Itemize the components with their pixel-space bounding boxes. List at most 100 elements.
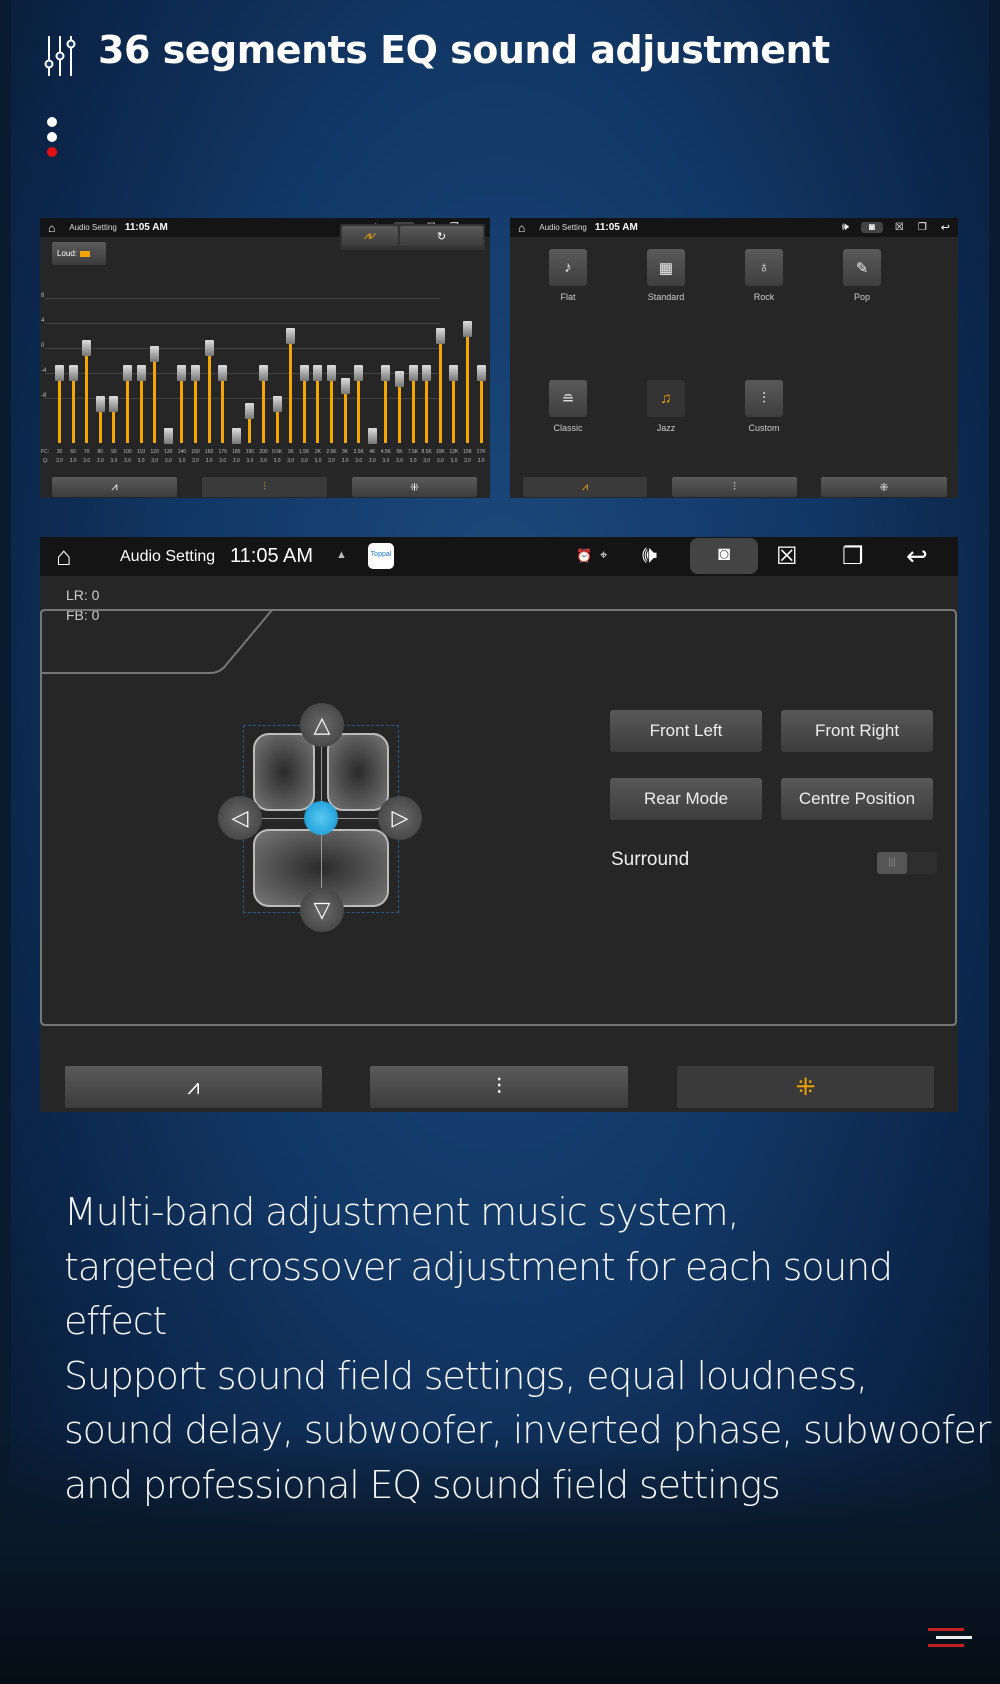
eq-band-slider[interactable] [95,396,105,413]
back-icon[interactable]: ↩ [906,541,928,571]
tab-sound-field[interactable]: ⁜ [677,1066,934,1108]
arrow-up-button[interactable]: △ [300,703,344,747]
eq-band-slider[interactable] [68,365,78,381]
page-dot[interactable] [47,132,57,142]
rear-mode-button[interactable]: Rear Mode [610,778,762,820]
tab-equalizer[interactable]: ⫶ [672,477,797,497]
close-icon[interactable]: ☒ [776,543,798,570]
toggle-knob: ||| [877,852,907,874]
description-line: sound delay, subwoofer, inverted phase, … [64,1408,991,1452]
preset-jazz[interactable]: ♫ [647,380,685,417]
band-q: 3.0 [56,458,63,464]
tab-waveform[interactable]: ⩘ [52,477,177,497]
back-icon[interactable]: ↩ [940,222,950,234]
preset-flat[interactable]: ♪ [549,249,587,286]
reset-button[interactable]: ↻ [400,226,483,246]
page-dot-active[interactable] [47,147,57,157]
eq-band-slider[interactable] [150,346,160,363]
wave-button[interactable]: ⩘⩗ [342,226,398,246]
eq-band-slider[interactable] [381,365,391,381]
surround-toggle[interactable]: ||| [877,852,937,874]
sound-field-icon: ⁜ [879,481,889,494]
page-dot[interactable] [47,117,57,127]
arrow-down-button[interactable]: ▽ [300,888,344,932]
eq-band-slider[interactable] [259,365,268,381]
seat-front-right[interactable] [327,733,389,811]
eq-band-slider[interactable] [367,427,377,444]
preset-classic[interactable]: ≘ [549,380,587,417]
eq-band-track [479,373,483,443]
band-q: 3.0 [273,458,281,464]
preset-label: Custom [748,423,780,433]
eq-band-slider[interactable] [218,365,228,381]
preset-label: Rock [753,292,775,302]
band-q: 3.0 [164,458,172,464]
eq-band-slider[interactable] [245,402,255,419]
seat-front-left[interactable] [253,733,315,811]
tab-sound-field[interactable]: ⁜ [821,477,947,497]
tab-equalizer[interactable]: ⫶ [370,1066,628,1108]
home-icon[interactable]: ⌂ [56,541,72,571]
eq-band-slider[interactable] [395,371,404,388]
balance-point-handle[interactable] [304,801,338,835]
eq-band-slider[interactable] [177,365,187,381]
band-q: 3.0 [328,458,335,464]
eq-band-slider[interactable] [463,321,472,338]
eq-band-slider[interactable] [163,427,173,444]
volume-icon[interactable]: 🕪 [642,541,658,568]
close-icon[interactable]: ☒ [894,222,904,233]
eq-band-slider[interactable] [82,340,92,356]
band-q: 3.0 [151,458,159,464]
preset-rock[interactable]: ♁ [745,249,783,286]
eq-band-slider[interactable] [354,365,364,381]
loudness-toggle[interactable]: Loud: [52,242,106,265]
eq-band-slider[interactable] [272,396,282,413]
centre-position-button[interactable]: Centre Position [781,778,933,820]
preset-standard[interactable]: ▦ [647,249,685,286]
band-q: 3.0 [232,458,240,464]
tab-waveform[interactable]: ⩘ [523,477,647,497]
band-frequency: 190 [245,449,255,455]
eq-band-slider[interactable] [476,365,486,381]
band-frequency: 4.5K [380,449,392,455]
home-icon[interactable]: ⌂ [518,220,526,235]
eq-band-slider[interactable] [340,377,350,394]
screenshot-icon[interactable]: ◙ [690,538,758,574]
toppal-app-icon[interactable]: Toppal [368,543,394,569]
eq-band-slider[interactable] [313,365,323,381]
screenshot-icon[interactable]: ◙ [860,222,883,233]
volume-icon[interactable]: 🕪 [841,221,849,233]
tab-sound-field[interactable]: ⁜ [352,477,477,497]
eq-band-slider[interactable] [408,365,418,381]
preset-pop[interactable]: ✎ [843,249,881,286]
eq-band-slider[interactable] [123,365,132,381]
eq-band-track [330,373,333,443]
recent-apps-icon[interactable]: ❐ [842,543,864,570]
surround-label: Surround [611,849,690,870]
eq-band-slider[interactable] [55,365,64,381]
eq-band-slider[interactable] [299,365,309,381]
arrow-right-button[interactable]: ▷ [378,796,422,840]
recent-apps-icon[interactable]: ❐ [917,222,927,233]
y-tick-label: 8 [41,293,45,299]
home-icon[interactable]: ⌂ [48,220,56,235]
eq-band-slider[interactable] [231,427,241,444]
eq-band-slider[interactable] [435,327,445,344]
eq-band-slider[interactable] [286,327,296,344]
eq-band-slider[interactable] [191,365,200,381]
tab-equalizer[interactable]: ⫶ [202,477,327,497]
eq-band-slider[interactable] [136,365,146,381]
front-left-button[interactable]: Front Left [610,710,762,752]
eq-band-slider[interactable] [204,340,214,356]
front-right-button[interactable]: Front Right [781,710,933,752]
band-q: 3.0 [355,458,363,464]
description: Multi-band adjustment music system, targ… [64,1185,1000,1512]
eq-band-slider[interactable] [109,396,119,413]
eq-band-slider[interactable] [422,365,432,381]
preset-custom[interactable]: ⫶ [745,380,783,417]
eq-band-slider[interactable] [327,365,336,381]
tab-waveform[interactable]: ⩘ [65,1066,322,1108]
eq-band-slider[interactable] [449,365,459,381]
equalizer-icon: ⫶ [733,480,736,493]
arrow-left-button[interactable]: ◁ [218,796,262,840]
